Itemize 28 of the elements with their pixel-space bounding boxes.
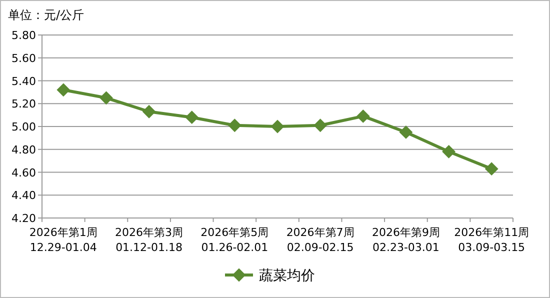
point [100, 91, 113, 104]
y-axis-title: 单位：元/公斤 [8, 8, 84, 22]
y-tick-label: 4.40 [12, 189, 36, 202]
point [356, 110, 370, 123]
x-tick-label: 2026年第1周 12.29-01.04 [29, 226, 98, 254]
x-tick-label: 2026年第5周 01.26-02.01 [200, 226, 269, 254]
x-tick-label: 2026年第3周 01.12-01.18 [115, 226, 184, 254]
y-tick-label: 5.00 [12, 120, 36, 134]
x-tick-label: 2026年第11周 03.09-03.15 [454, 226, 530, 254]
point [142, 105, 156, 118]
point [56, 83, 70, 96]
point [271, 120, 284, 133]
y-tick-label: 4.60 [12, 166, 36, 180]
y-tick-label: 5.80 [12, 29, 36, 42]
y-tick-label: 5.40 [12, 74, 36, 88]
point [399, 126, 412, 139]
point [485, 162, 498, 176]
y-tick-label: 5.60 [12, 52, 36, 65]
y-tick-label: 4.20 [12, 212, 36, 225]
point [442, 145, 456, 158]
point [228, 118, 242, 132]
legend-label: 蔬菜均价 [259, 268, 315, 284]
x-tick-label: 2026年第9周 02.23-03.01 [372, 226, 440, 254]
x-tick-label: 2026年第7周 02.09-02.15 [286, 226, 354, 254]
point [314, 118, 327, 132]
point [185, 110, 198, 124]
y-tick-label: 4.80 [12, 143, 36, 156]
y-tick-label: 5.20 [12, 98, 36, 111]
